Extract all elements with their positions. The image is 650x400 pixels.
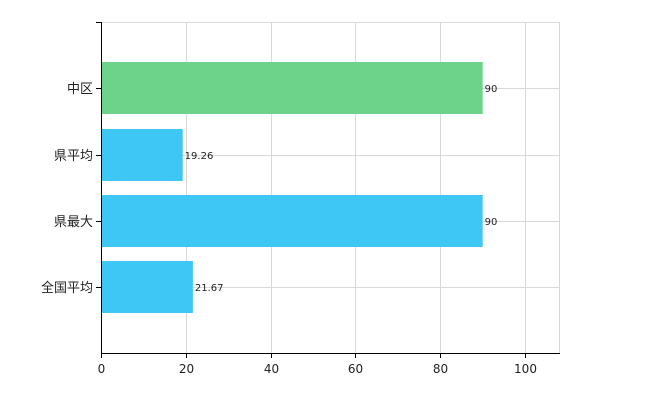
category-label-2: 県最大 [54,215,93,230]
x-tick-label-5: 100 [514,362,537,376]
bar-3 [101,261,193,313]
category-label-3: 全国平均 [41,280,93,296]
bar-1 [101,129,183,181]
category-label-0: 中区 [67,82,93,97]
x-tick-label-3: 60 [348,362,363,376]
x-tick-label-1: 20 [179,362,194,376]
data-label-1: 19.26 [185,151,214,162]
bars [101,62,483,313]
axes [96,22,560,358]
x-tick-label-2: 40 [264,362,279,376]
data-label-2: 90 [485,217,498,228]
x-tick-label-0: 0 [98,362,106,376]
x-tick-label-4: 80 [433,362,448,376]
data-label-0: 90 [485,84,498,95]
data-label-3: 21.67 [195,283,224,294]
bar-0 [101,62,483,114]
bar-2 [101,195,483,247]
category-label-1: 県平均 [54,149,93,164]
